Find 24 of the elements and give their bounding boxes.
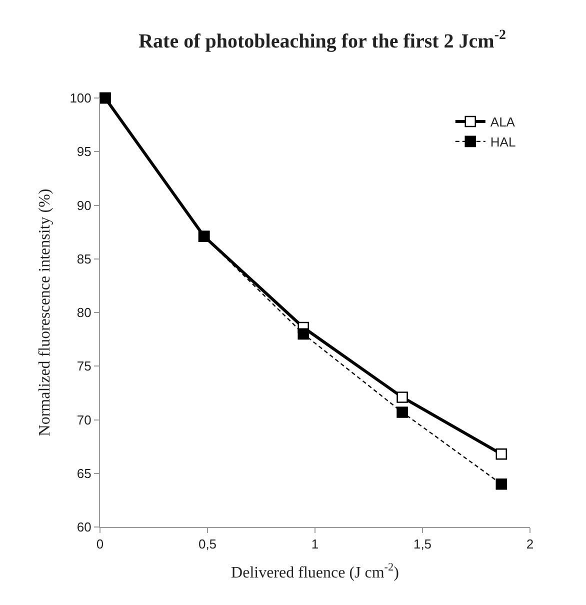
y-tick-label: 85 xyxy=(76,251,92,266)
y-tick-label: 100 xyxy=(70,90,92,106)
chart-title: Rate of photobleaching for the first 2 Jcm$^{-2}$ xyxy=(138,28,506,52)
legend-label: ALA xyxy=(490,114,516,130)
y-tick-label: 75 xyxy=(76,358,92,374)
y-tick-label: 90 xyxy=(76,198,92,213)
point xyxy=(496,478,508,490)
y-tick-label: 70 xyxy=(76,412,92,428)
x-tick-label: 0 xyxy=(96,536,104,552)
x-tick-label: 0,5 xyxy=(198,536,217,552)
x-axis-title: Delivered fluence (J cm$^{-2}$) xyxy=(231,562,399,582)
x-tick-label: 2 xyxy=(526,536,534,552)
legend-label: HAL xyxy=(490,134,516,150)
y-tick-label: 65 xyxy=(76,466,92,481)
y-axis-title: Normalized fluorescence intensity (%) xyxy=(36,188,54,436)
point xyxy=(496,448,508,460)
point xyxy=(396,392,408,403)
y-tick-label: 80 xyxy=(76,305,92,320)
point xyxy=(298,328,310,340)
x-tick-label: 1,5 xyxy=(413,536,432,552)
point xyxy=(396,406,408,418)
y-tick-label: 95 xyxy=(76,144,92,160)
x-tick-label: 1 xyxy=(311,536,319,552)
y-tick-label: 60 xyxy=(76,520,92,535)
